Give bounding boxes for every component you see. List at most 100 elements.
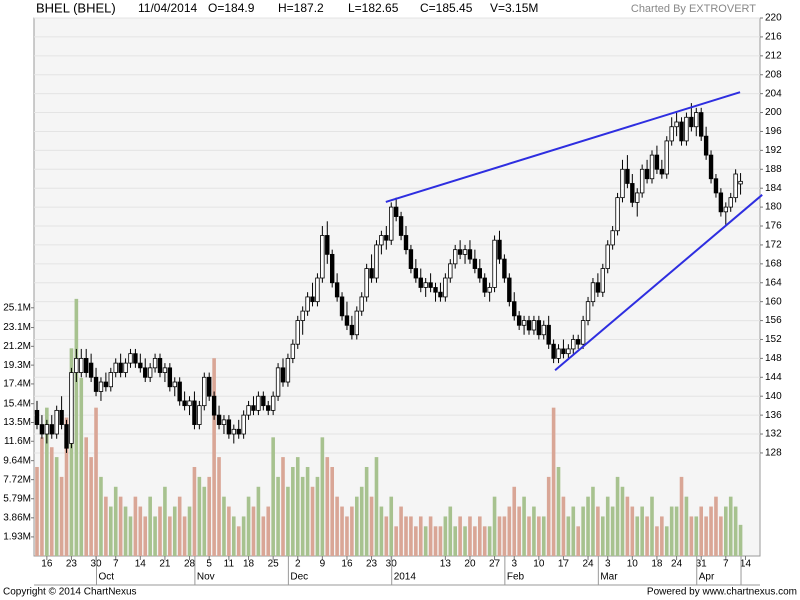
candle-body <box>649 154 655 180</box>
candle-body <box>64 424 69 449</box>
volume-bar <box>207 476 211 556</box>
candle-body <box>635 192 640 203</box>
y-tick-label: 184 <box>765 183 782 194</box>
candle-body <box>546 324 551 345</box>
candle-body <box>280 367 286 383</box>
candle-body <box>344 315 350 326</box>
candle-body <box>339 296 345 317</box>
x-tick-label: 27 <box>489 559 501 570</box>
candle-body <box>290 343 296 359</box>
volume-bar <box>709 506 713 556</box>
candle-body <box>138 362 143 369</box>
candle-body <box>679 121 684 142</box>
volume-bar <box>74 298 79 556</box>
x-tick-label: 24 <box>582 559 594 570</box>
x-tick-label: 20 <box>464 559 476 570</box>
y-tick-label: 204 <box>765 88 782 99</box>
volume-tick-label: 5.79M <box>3 493 31 504</box>
volume-bar <box>251 506 256 556</box>
y-tick-label: 148 <box>765 353 782 364</box>
volume-bar <box>369 496 374 556</box>
volume-bar <box>163 486 167 556</box>
candle-body <box>93 376 99 392</box>
volume-bar <box>551 407 556 556</box>
volume-bar <box>537 516 541 556</box>
volume-bar <box>596 506 600 556</box>
volume-bar <box>276 476 280 556</box>
volume-bar <box>512 486 517 556</box>
volume-bar <box>724 506 728 556</box>
candle-body <box>418 277 423 288</box>
candle-body <box>147 367 153 378</box>
volume-bar <box>561 496 566 556</box>
candle-body <box>630 183 635 203</box>
volume-bar <box>478 516 482 556</box>
x-tick-label: 28 <box>184 559 196 570</box>
candle-body <box>561 348 566 355</box>
x-tick-label: 14 <box>135 559 147 570</box>
y-tick-label: 208 <box>765 69 782 80</box>
volume-bar <box>556 466 561 556</box>
volume-bar <box>133 496 138 556</box>
volume-bar <box>359 486 364 556</box>
x-tick-label: 16 <box>41 559 53 570</box>
candle-body <box>315 277 320 303</box>
volume-bar <box>428 516 433 556</box>
volume-bar <box>664 526 669 556</box>
x-tick-label: 10 <box>533 559 545 570</box>
candle-body <box>79 357 84 373</box>
candle-body <box>457 249 463 255</box>
x-tick-label: 24 <box>671 559 683 570</box>
volume-bar <box>49 447 54 556</box>
volume-bar <box>694 516 699 556</box>
volume-tick-label: 7.72M <box>3 474 31 485</box>
volume-bar <box>118 496 123 556</box>
candle-body <box>275 367 281 397</box>
y-tick-label: 176 <box>765 221 782 232</box>
candle-body <box>295 320 300 345</box>
volume-bar <box>295 457 300 556</box>
volume-bar <box>620 486 625 556</box>
candle-body <box>202 376 207 407</box>
volume-bar <box>192 466 197 556</box>
volume-bar <box>236 526 241 556</box>
candle-body <box>580 320 586 345</box>
x-tick-label: 18 <box>243 559 255 570</box>
volume-bar <box>566 516 571 556</box>
candle-body <box>689 116 694 128</box>
volume-bar <box>487 526 492 556</box>
candle-body <box>197 405 202 425</box>
candle-body <box>364 268 369 298</box>
volume-bar <box>640 506 644 556</box>
period-label: Dec <box>290 572 308 583</box>
x-tick-label: 10 <box>627 559 639 570</box>
candle-body <box>703 135 709 156</box>
volume-bar <box>143 516 148 556</box>
candle-body <box>684 116 689 142</box>
candle-body <box>74 357 79 373</box>
x-tick-label: 5 <box>206 559 212 570</box>
candle-body <box>487 287 492 293</box>
y-tick-label: 128 <box>765 448 782 459</box>
volume-bar <box>84 437 88 556</box>
volume-bar <box>202 486 207 556</box>
candle-body <box>384 235 389 241</box>
volume-bar <box>138 506 143 556</box>
candle-body <box>512 301 517 317</box>
candle-body <box>448 263 453 279</box>
candle-body <box>98 381 104 392</box>
candle-body <box>452 249 458 265</box>
volume-bar <box>222 496 226 556</box>
footer-left: Copyright © 2014 ChartNexus <box>3 587 137 598</box>
y-tick-label: 212 <box>765 50 782 61</box>
candle-body <box>664 140 669 175</box>
quote-open: O=184.9 <box>208 1 255 15</box>
period-label: Feb <box>507 572 525 583</box>
x-tick-label: 23 <box>66 559 78 570</box>
volume-bar <box>217 457 221 556</box>
candle-body <box>492 239 497 288</box>
candle-body <box>507 277 512 303</box>
candle-body <box>590 282 596 303</box>
volume-bar <box>458 516 462 556</box>
candle-body <box>625 168 630 184</box>
